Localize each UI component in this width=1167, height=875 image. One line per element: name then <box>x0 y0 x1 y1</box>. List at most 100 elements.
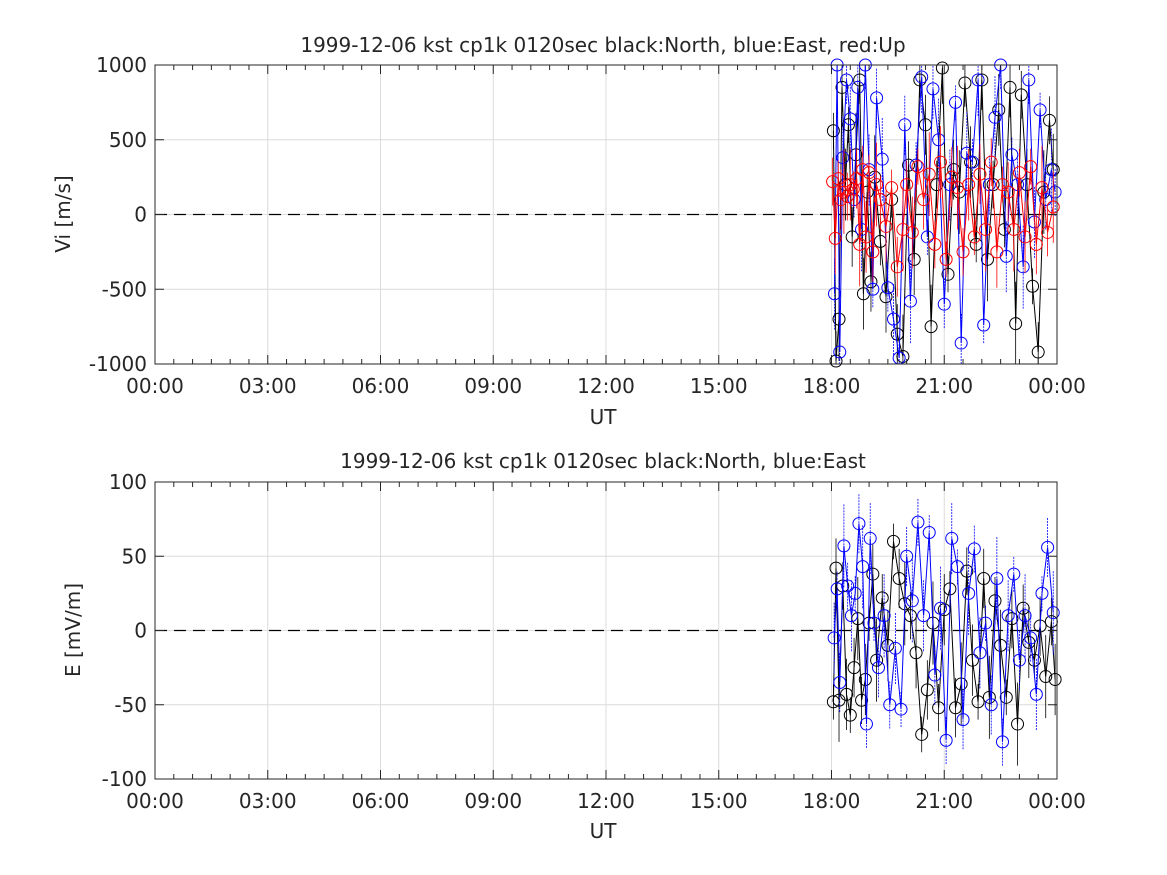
e-series-north-point-6 <box>847 661 861 675</box>
vi-series-east-point-24 <box>937 297 951 311</box>
e-series-east-point-37 <box>1012 653 1026 667</box>
e-series-north-point-26 <box>949 701 963 715</box>
vi-x-tick-labels: 00:00 03:00 06:00 09:00 12:00 15:00 18:00 21:00… <box>126 374 1086 398</box>
vi-series-up-point-33 <box>973 167 987 181</box>
vi-series-east-point-7 <box>851 80 865 94</box>
vi-series-up-point-1 <box>828 231 842 245</box>
vi-series-north-point-24 <box>935 61 949 75</box>
e-series-east-point-38 <box>1018 609 1032 623</box>
vi-series-east-point-14 <box>881 281 895 295</box>
e-series-east-point-14 <box>883 698 897 712</box>
e-series-east-point-18 <box>905 594 919 608</box>
vi-series-up-point-20 <box>900 178 914 192</box>
e-series-east <box>827 493 1060 766</box>
vi-series-up-point-44 <box>1035 181 1049 195</box>
e-series-north-point-5 <box>843 708 857 722</box>
vi-x-tick-label-0: 00:00 <box>126 374 184 398</box>
vi-series-north-point-16 <box>890 327 904 341</box>
e-series-north-point-12 <box>870 653 884 667</box>
vi-series-up-point-16 <box>879 219 893 233</box>
e-series-north-point-11 <box>866 567 880 581</box>
e-series-east-point-22 <box>928 668 942 682</box>
vi-series-north-point-11 <box>864 275 878 289</box>
e-ticks <box>154 481 1058 780</box>
vi-series-east-point-5 <box>843 112 857 126</box>
e-series-north-point-20 <box>915 727 929 741</box>
vi-x-tick-label-6: 18:00 <box>803 374 861 398</box>
e-series-east-point-6 <box>848 586 862 600</box>
e-series-north-point-1 <box>829 561 843 575</box>
e-x-axis-label: UT <box>590 819 618 843</box>
vi-series-north-point-14 <box>879 290 893 304</box>
e-series-east-point-31 <box>979 616 993 630</box>
e-series-east-point-15 <box>888 641 902 655</box>
vi-series-east-line <box>834 64 1056 359</box>
e-x-tick-label-8: 00:00 <box>1028 789 1086 813</box>
e-series-east-point-28 <box>962 586 976 600</box>
vi-series-east-point-31 <box>977 318 991 332</box>
vi-series-up-point-10 <box>856 163 870 177</box>
e-series-north-point-44 <box>1048 673 1062 687</box>
e-series-east-point-19 <box>911 515 925 529</box>
vi-series-east-point-18 <box>903 294 917 308</box>
vi-series-up-point-24 <box>922 167 936 181</box>
vi-series-up-point-35 <box>984 155 998 169</box>
e-series-east-point-25 <box>945 531 959 545</box>
vi-series-up-point-17 <box>885 181 899 195</box>
e-series-north-point-42 <box>1039 670 1053 684</box>
vi-series-north-point-22 <box>924 320 938 334</box>
e-series-north-point-30 <box>971 695 985 709</box>
e-series-north-point-38 <box>1016 601 1030 615</box>
vi-series-up-point-18 <box>890 260 904 274</box>
e-series-east-point-33 <box>990 572 1004 586</box>
vi-series-up-point-43 <box>1029 237 1043 251</box>
e-series-north-point-19 <box>909 646 923 660</box>
e-series-east-point-39 <box>1024 631 1038 645</box>
vi-series-up-point-31 <box>962 178 976 192</box>
vi-series-north-point-1 <box>829 354 843 368</box>
vi-series-east-point-11 <box>866 282 880 296</box>
vi-series-north-point-34 <box>992 103 1006 117</box>
e-x-tick-label-1: 03:00 <box>239 789 297 813</box>
vi-series-up-point-42 <box>1024 160 1038 174</box>
e-x-tick-label-5: 15:00 <box>690 789 748 813</box>
e-series-north-point-14 <box>881 638 895 652</box>
vi-y-tick-labels: -1000 -500 0 500 1000 <box>89 53 147 376</box>
e-plot-area <box>826 493 1062 766</box>
vi-series-east-point-41 <box>1033 103 1047 117</box>
vi-series-north-point-31 <box>975 73 989 87</box>
e-series-east-point-1 <box>830 582 844 596</box>
vi-series-up-point-4 <box>837 185 851 199</box>
e-series-east-point-24 <box>939 733 953 747</box>
e-series-north-point-36 <box>1005 612 1019 626</box>
vi-series-north-point-0 <box>826 124 840 138</box>
vi-panel: 00:00 03:00 06:00 09:00 12:00 15:00 18:00 21:00… <box>51 33 1086 429</box>
vi-series-north-point-37 <box>1009 317 1023 331</box>
vi-series-up-point-32 <box>967 230 981 244</box>
e-series-east-point-7 <box>852 517 866 531</box>
e-series-east-point-43 <box>1046 606 1060 620</box>
vi-series-east-point-12 <box>870 91 884 105</box>
e-series-north-point-13 <box>875 591 889 605</box>
e-series-east-point-9 <box>859 717 873 731</box>
vi-series-up-point-25 <box>928 237 942 251</box>
vi-series-east-point-44 <box>1048 185 1062 199</box>
vi-series-up-point-39 <box>1007 222 1021 236</box>
e-panel: 00:00 03:00 06:00 09:00 12:00 15:00 18:00 21:00… <box>61 449 1086 843</box>
e-x-tick-label-6: 18:00 <box>803 789 861 813</box>
vi-series-up-point-2 <box>831 172 845 186</box>
e-series-east-point-41 <box>1035 586 1049 600</box>
vi-x-tick-label-4: 12:00 <box>577 374 635 398</box>
vi-series-north-point-40 <box>1026 279 1040 293</box>
e-chart-title: 1999-12-06 kst cp1k 0120sec black:North,… <box>340 449 866 473</box>
vi-series-up-point-23 <box>917 193 931 207</box>
e-series-east-point-21 <box>922 525 936 539</box>
vi-y-tick-label-0: -1000 <box>89 352 147 376</box>
vi-series-east-point-0 <box>828 287 842 301</box>
vi-series-east-point-2 <box>833 345 847 359</box>
e-series-north-point-29 <box>965 653 979 667</box>
vi-series-east-point-33 <box>988 110 1002 124</box>
vi-series-north-point-28 <box>958 76 972 90</box>
vi-series-east-point-27 <box>954 336 968 350</box>
